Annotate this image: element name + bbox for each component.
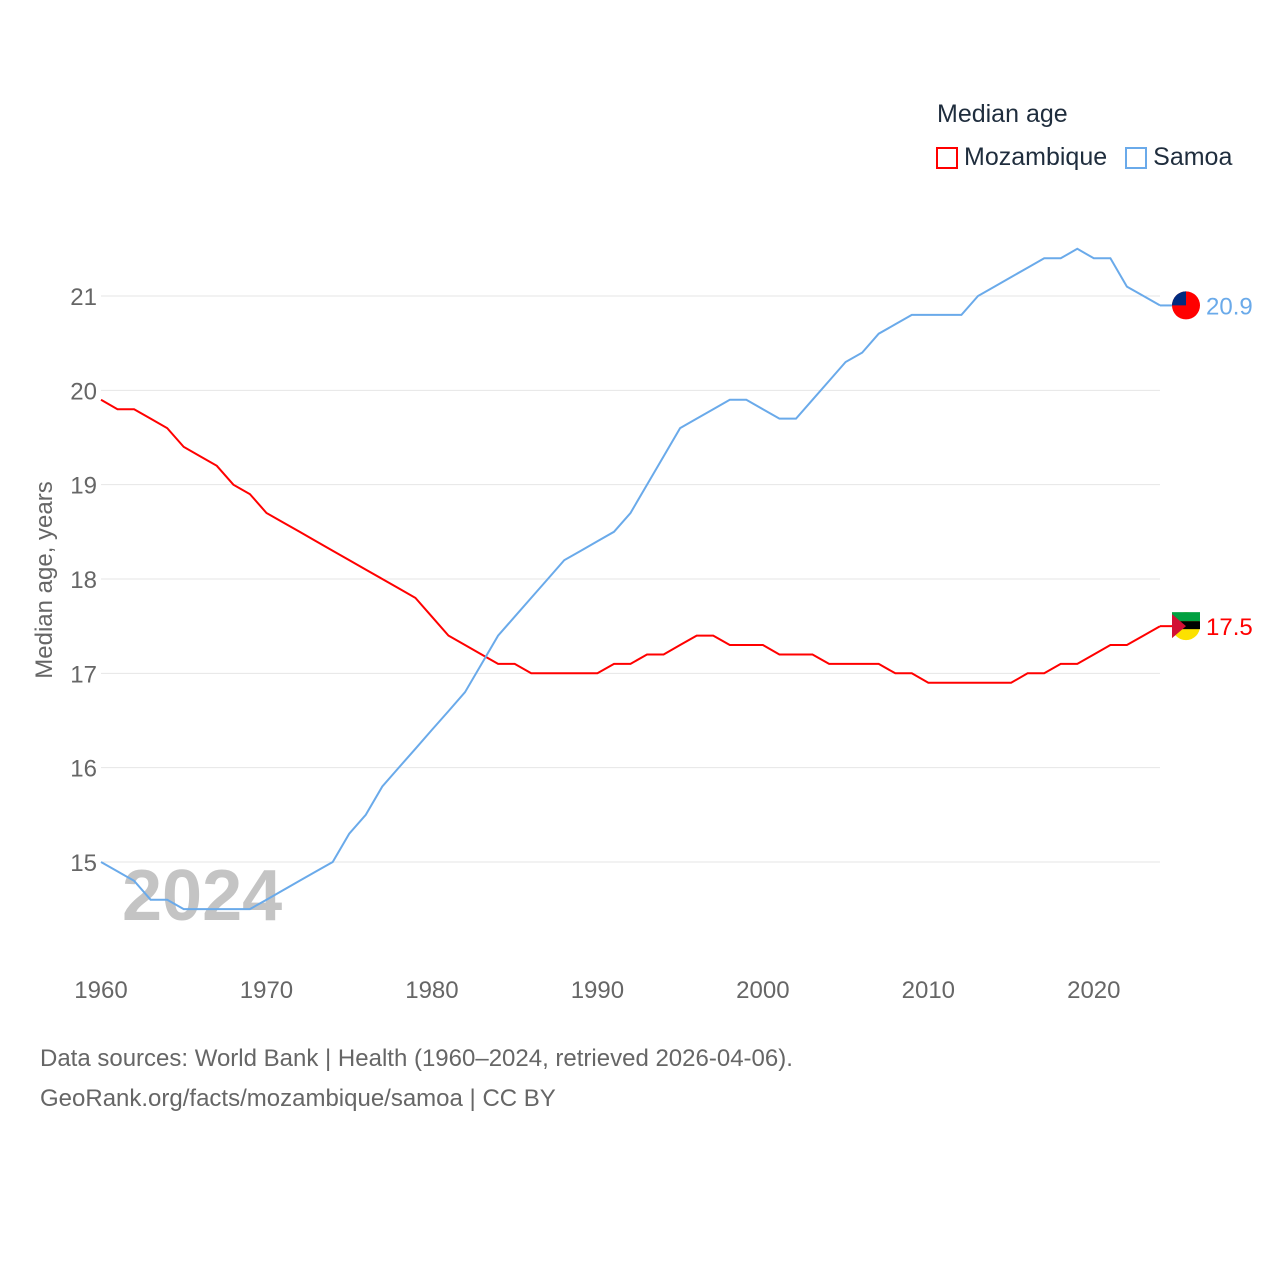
flag-stripe bbox=[1172, 621, 1200, 630]
legend-item-mozambique[interactable]: Mozambique bbox=[936, 143, 1107, 172]
x-tick-label: 2020 bbox=[1067, 977, 1120, 1004]
flag-stripe bbox=[1172, 612, 1200, 622]
legend: Mozambique Samoa bbox=[936, 143, 1232, 172]
year-watermark: 2024 bbox=[122, 856, 282, 936]
x-tick-label: 1980 bbox=[405, 977, 458, 1004]
y-tick-label: 19 bbox=[70, 473, 97, 500]
x-tick-label: 2000 bbox=[736, 977, 789, 1004]
y-tick-label: 16 bbox=[70, 756, 97, 783]
legend-swatch bbox=[1125, 146, 1148, 169]
legend-swatch bbox=[936, 146, 958, 169]
y-tick-label: 18 bbox=[70, 567, 97, 594]
y-tick-label: 15 bbox=[70, 850, 97, 877]
y-axis-label: Median age, years bbox=[31, 481, 58, 678]
y-tick-label: 21 bbox=[70, 284, 97, 311]
x-tick-label: 1990 bbox=[571, 977, 624, 1004]
y-tick-label: 17 bbox=[70, 661, 97, 688]
x-tick-label: 2010 bbox=[902, 977, 955, 1004]
end-value-label: 20.9 bbox=[1206, 293, 1253, 320]
legend-label: Samoa bbox=[1153, 143, 1233, 171]
legend-item-samoa[interactable]: Samoa bbox=[1125, 143, 1232, 172]
series-line-samoa bbox=[100, 247, 1161, 911]
legend-title: Median age bbox=[937, 100, 1068, 128]
legend-label: Mozambique bbox=[964, 143, 1108, 171]
flag-canton bbox=[1172, 291, 1186, 306]
end-value-label: 17.5 bbox=[1206, 614, 1253, 641]
y-tick-label: 20 bbox=[70, 378, 97, 405]
flag-triangle bbox=[1172, 614, 1186, 639]
series-line-mozambique bbox=[100, 398, 1161, 684]
source-note: Data sources: World Bank | Health (1960–… bbox=[40, 1045, 793, 1072]
x-tick-label: 1960 bbox=[74, 977, 127, 1004]
source-link[interactable]: GeoRank.org/facts/mozambique/samoa | CC … bbox=[40, 1085, 556, 1112]
x-tick-label: 1970 bbox=[240, 977, 293, 1004]
